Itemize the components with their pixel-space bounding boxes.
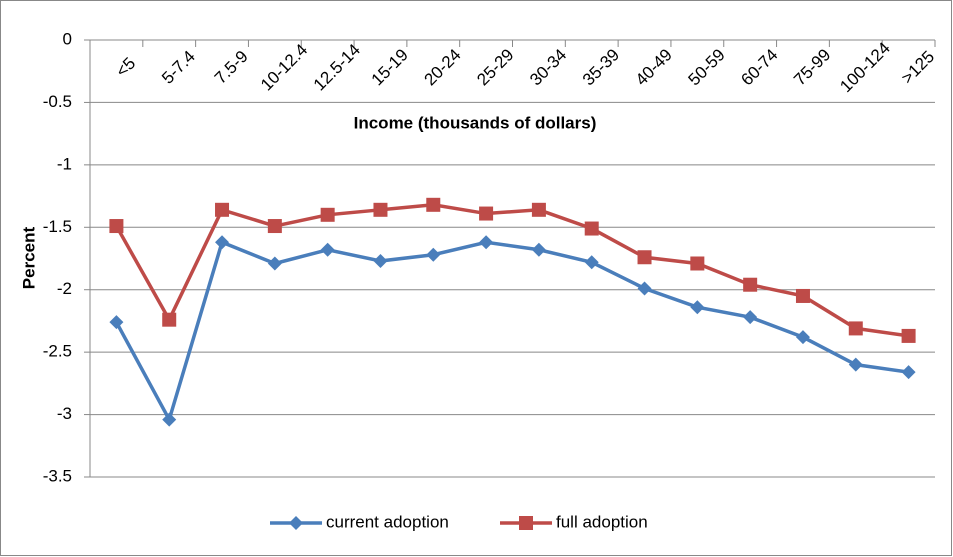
marker (848, 357, 863, 372)
marker (743, 277, 758, 292)
marker (479, 235, 494, 250)
marker (215, 202, 230, 217)
y-tick-label: -2 (57, 279, 72, 298)
marker (531, 242, 546, 257)
marker (109, 315, 124, 330)
marker (267, 219, 282, 234)
legend-item: full adoption (500, 512, 648, 531)
marker (637, 250, 652, 265)
legend-label: current adoption (326, 512, 449, 531)
marker (901, 365, 916, 380)
y-tick-label: -1 (57, 154, 72, 173)
marker (584, 221, 599, 236)
marker (795, 330, 810, 345)
series-line (114, 203, 909, 338)
marker (109, 219, 124, 234)
x-axis-title: Income (thousands of dollars) (354, 113, 597, 132)
marker (743, 310, 758, 325)
marker (426, 247, 441, 262)
y-tick-label: -0.5 (43, 92, 72, 111)
marker (289, 516, 303, 530)
series-line (114, 239, 909, 425)
marker (795, 288, 810, 303)
y-axis-title: Percent (19, 226, 38, 289)
marker (901, 328, 916, 343)
marker (267, 256, 282, 271)
legend-label: full adoption (556, 512, 648, 531)
marker (373, 253, 388, 268)
y-tick-label: -1.5 (43, 217, 72, 236)
marker (690, 256, 705, 271)
marker (162, 312, 177, 327)
marker (162, 412, 177, 427)
marker (531, 202, 546, 217)
marker (690, 300, 705, 315)
marker (848, 321, 863, 336)
marker (637, 281, 652, 296)
marker (519, 516, 533, 530)
marker (215, 235, 230, 250)
marker (320, 207, 335, 222)
marker (426, 197, 441, 212)
y-tick-label: 0 (63, 29, 72, 48)
marker (373, 202, 388, 217)
y-tick-label: -2.5 (43, 342, 72, 361)
marker (584, 255, 599, 270)
legend-item: current adoption (270, 512, 449, 531)
marker (320, 242, 335, 257)
marker (479, 206, 494, 221)
y-tick-label: -3.5 (43, 466, 72, 485)
y-tick-label: -3 (57, 404, 72, 423)
